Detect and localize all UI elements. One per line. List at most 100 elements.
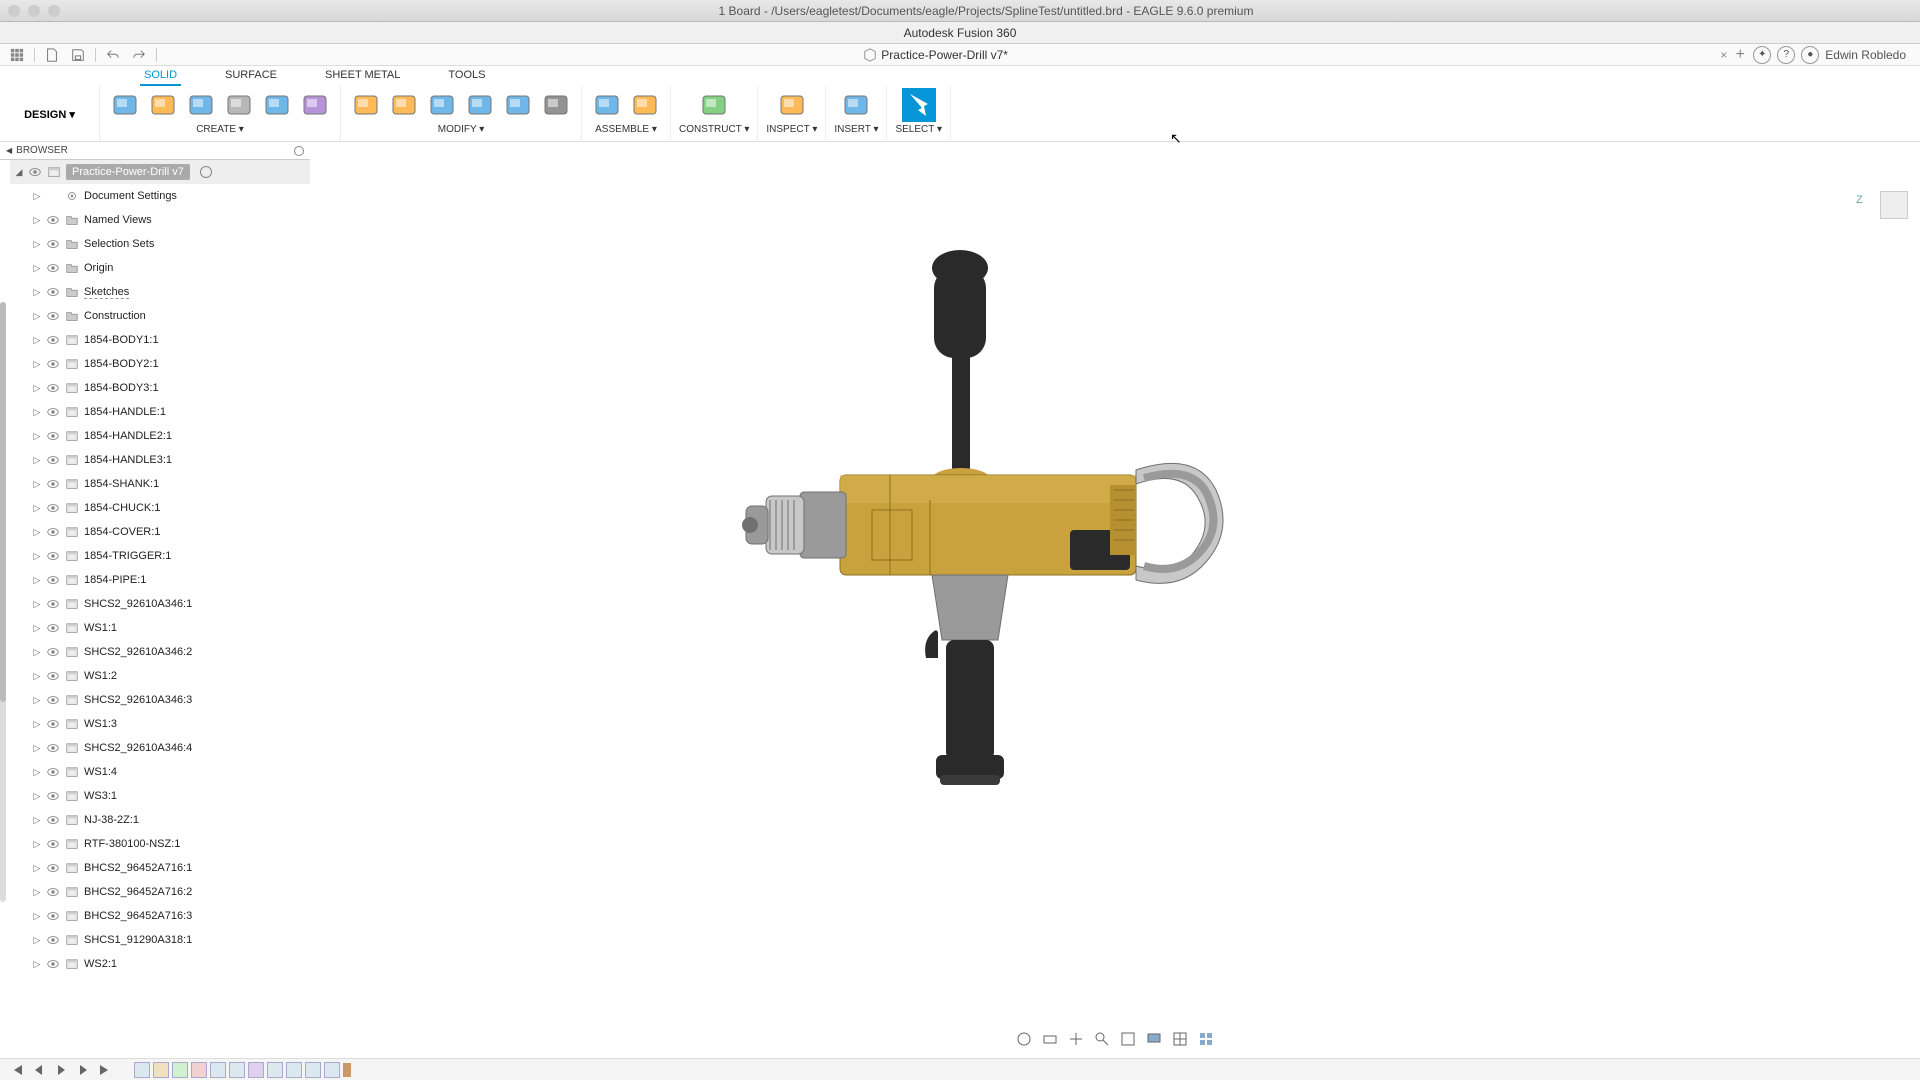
ribbon-tool-icon[interactable]	[260, 88, 294, 122]
tree-folder[interactable]: ▷Document Settings	[10, 184, 310, 208]
visibility-icon[interactable]	[46, 333, 60, 347]
browser-header[interactable]: ◀ BROWSER	[0, 142, 310, 160]
tree-folder[interactable]: ▷Construction	[10, 304, 310, 328]
ribbon-tool-icon[interactable]	[425, 88, 459, 122]
visibility-icon[interactable]	[46, 549, 60, 563]
ribbon-tool-icon[interactable]	[222, 88, 256, 122]
ribbon-tool-icon[interactable]	[349, 88, 383, 122]
timeline-feature[interactable]	[286, 1062, 302, 1078]
browser-settings-icon[interactable]	[294, 146, 304, 156]
visibility-icon[interactable]	[46, 837, 60, 851]
ribbon-tool-icon[interactable]	[590, 88, 624, 122]
tree-component[interactable]: ▷1854-HANDLE:1	[10, 400, 310, 424]
timeline-next-icon[interactable]	[74, 1062, 92, 1078]
visibility-icon[interactable]	[46, 405, 60, 419]
tree-component[interactable]: ▷SHCS1_91290A318:1	[10, 928, 310, 952]
redo-icon[interactable]	[128, 46, 150, 64]
job-status-icon[interactable]: ●	[1801, 46, 1819, 64]
min-dot[interactable]	[28, 5, 40, 17]
undo-icon[interactable]	[102, 46, 124, 64]
tree-component[interactable]: ▷SHCS2_92610A346:2	[10, 640, 310, 664]
visibility-icon[interactable]	[46, 957, 60, 971]
tree-component[interactable]: ▷BHCS2_96452A716:3	[10, 904, 310, 928]
visibility-icon[interactable]	[46, 453, 60, 467]
visibility-icon[interactable]	[46, 525, 60, 539]
ribbon-tool-icon[interactable]	[775, 88, 809, 122]
timeline-end-icon[interactable]	[96, 1062, 114, 1078]
tree-component[interactable]: ▷1854-PIPE:1	[10, 568, 310, 592]
visibility-icon[interactable]	[46, 477, 60, 491]
ribbon-tool-icon[interactable]	[539, 88, 573, 122]
visibility-icon[interactable]	[46, 909, 60, 923]
timeline-feature[interactable]	[134, 1062, 150, 1078]
workspace-switcher[interactable]: DESIGN ▾	[0, 86, 100, 142]
ribbon-tool-icon[interactable]	[146, 88, 180, 122]
display-icon[interactable]	[1144, 1030, 1164, 1048]
tree-component[interactable]: ▷NJ-38-2Z:1	[10, 808, 310, 832]
visibility-icon[interactable]	[46, 429, 60, 443]
visibility-icon[interactable]	[28, 165, 42, 179]
tab-surface[interactable]: SURFACE	[221, 66, 281, 86]
ribbon-tool-icon[interactable]	[697, 88, 731, 122]
drill-model[interactable]	[650, 200, 1350, 900]
timeline-play-icon[interactable]	[52, 1062, 70, 1078]
ribbon-group-label[interactable]: SELECT ▾	[895, 124, 942, 135]
tree-component[interactable]: ▷1854-CHUCK:1	[10, 496, 310, 520]
visibility-icon[interactable]	[46, 285, 60, 299]
visibility-icon[interactable]	[46, 621, 60, 635]
timeline-feature[interactable]	[267, 1062, 283, 1078]
tree-folder[interactable]: ▷Selection Sets	[10, 232, 310, 256]
user-name[interactable]: Edwin Robledo	[1825, 48, 1906, 62]
tree-component[interactable]: ▷SHCS2_92610A346:1	[10, 592, 310, 616]
ribbon-group-label[interactable]: CONSTRUCT ▾	[679, 124, 749, 135]
ribbon-group-label[interactable]: CREATE ▾	[196, 124, 244, 135]
canvas[interactable]: Z ↖	[310, 160, 1920, 1058]
document-tab[interactable]: Practice-Power-Drill v7*	[163, 48, 1708, 62]
app-menu-icon[interactable]	[6, 46, 28, 64]
ribbon-tool-icon[interactable]	[298, 88, 332, 122]
max-dot[interactable]	[48, 5, 60, 17]
save-icon[interactable]	[67, 46, 89, 64]
tree-root[interactable]: ◢Practice-Power-Drill v7	[10, 160, 310, 184]
tree-component[interactable]: ▷WS2:1	[10, 952, 310, 976]
visibility-icon[interactable]	[46, 213, 60, 227]
timeline-feature[interactable]	[172, 1062, 188, 1078]
timeline-feature[interactable]	[305, 1062, 321, 1078]
tree-component[interactable]: ▷WS1:1	[10, 616, 310, 640]
zoom-icon[interactable]	[1092, 1030, 1112, 1048]
tree-component[interactable]: ▷BHCS2_96452A716:1	[10, 856, 310, 880]
tree-folder[interactable]: ▷Origin	[10, 256, 310, 280]
tree-folder[interactable]: ▷Sketches	[10, 280, 310, 304]
ribbon-group-label[interactable]: INSPECT ▾	[766, 124, 817, 135]
timeline-feature[interactable]	[324, 1062, 340, 1078]
ribbon-tool-icon[interactable]	[902, 88, 936, 122]
tab-tools[interactable]: TOOLS	[444, 66, 489, 86]
orbit-icon[interactable]	[1014, 1030, 1034, 1048]
visibility-icon[interactable]	[46, 885, 60, 899]
timeline-start-icon[interactable]	[8, 1062, 26, 1078]
timeline-prev-icon[interactable]	[30, 1062, 48, 1078]
tree-component[interactable]: ▷1854-HANDLE3:1	[10, 448, 310, 472]
grid-icon[interactable]	[1170, 1030, 1190, 1048]
visibility-icon[interactable]	[46, 669, 60, 683]
ribbon-tool-icon[interactable]	[501, 88, 535, 122]
visibility-icon[interactable]	[46, 765, 60, 779]
visibility-icon[interactable]	[46, 309, 60, 323]
notifications-icon[interactable]: ?	[1777, 46, 1795, 64]
visibility-icon[interactable]	[46, 717, 60, 731]
ribbon-tool-icon[interactable]	[839, 88, 873, 122]
pan-icon[interactable]	[1066, 1030, 1086, 1048]
visibility-icon[interactable]	[46, 189, 60, 203]
visibility-icon[interactable]	[46, 237, 60, 251]
tree-component[interactable]: ▷WS1:4	[10, 760, 310, 784]
tree-component[interactable]: ▷RTF-380100-NSZ:1	[10, 832, 310, 856]
tree-component[interactable]: ▷1854-BODY2:1	[10, 352, 310, 376]
tree-component[interactable]: ▷1854-TRIGGER:1	[10, 544, 310, 568]
ribbon-tool-icon[interactable]	[184, 88, 218, 122]
tree-folder[interactable]: ▷Named Views	[10, 208, 310, 232]
tree-component[interactable]: ▷BHCS2_96452A716:2	[10, 880, 310, 904]
ribbon-tool-icon[interactable]	[387, 88, 421, 122]
visibility-icon[interactable]	[46, 573, 60, 587]
visibility-icon[interactable]	[46, 861, 60, 875]
timeline-feature[interactable]	[229, 1062, 245, 1078]
